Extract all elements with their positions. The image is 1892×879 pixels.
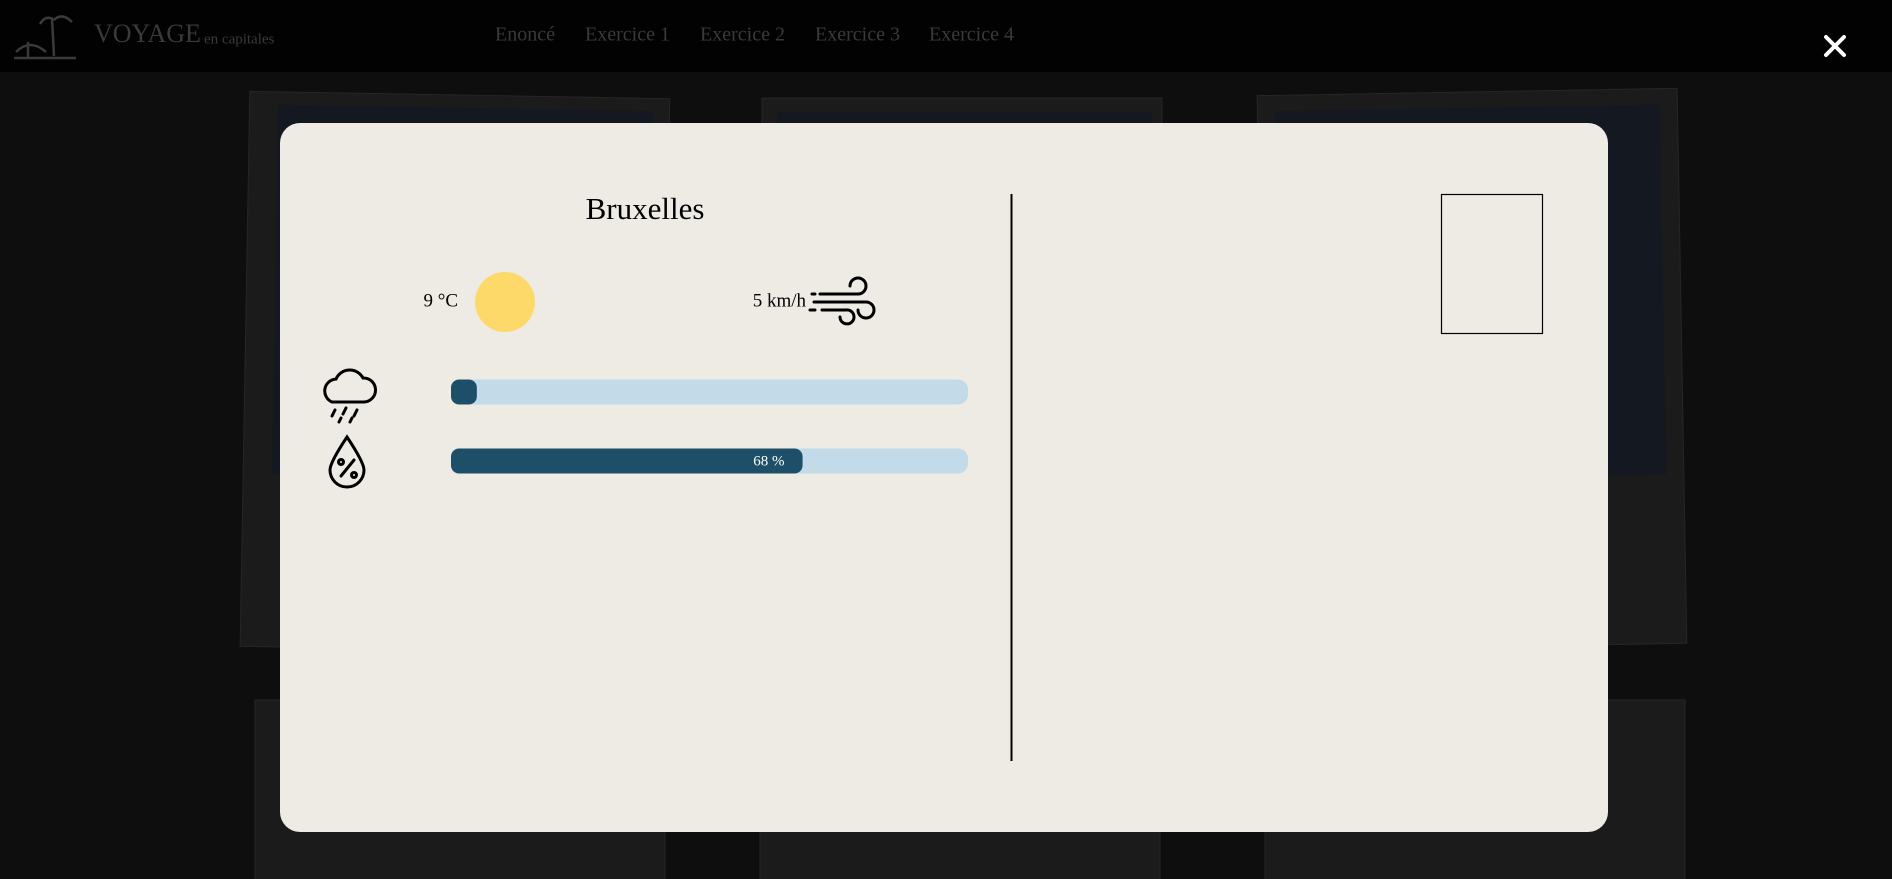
brand: VOYAGE — [94, 19, 201, 48]
temperature: 9 °C — [423, 290, 458, 311]
wind-icon — [808, 276, 876, 326]
tagline: en capitales — [204, 31, 275, 47]
logo-icon — [14, 15, 76, 60]
nav-link[interactable]: Exercice 2 — [700, 24, 785, 46]
nav-link[interactable]: Exercice 4 — [929, 24, 1014, 46]
nav-link[interactable]: Exercice 3 — [815, 24, 900, 46]
nav-link[interactable]: Exercice 1 — [585, 24, 670, 46]
city: Bruxelles — [586, 191, 705, 226]
sun-icon — [475, 272, 535, 332]
rain-icon — [323, 368, 377, 424]
progress-label: 68 % — [753, 453, 784, 469]
nav-link[interactable]: Enoncé — [495, 24, 555, 46]
stamp — [1440, 193, 1544, 335]
progress-fill — [451, 379, 477, 405]
progress-fill — [451, 448, 803, 474]
postcard-modal — [280, 123, 1608, 832]
header — [0, 0, 1892, 72]
progress-track — [451, 379, 968, 405]
close-button[interactable] — [1824, 35, 1846, 57]
wind: 5 km/h — [753, 290, 807, 311]
humidity-icon — [328, 434, 366, 489]
